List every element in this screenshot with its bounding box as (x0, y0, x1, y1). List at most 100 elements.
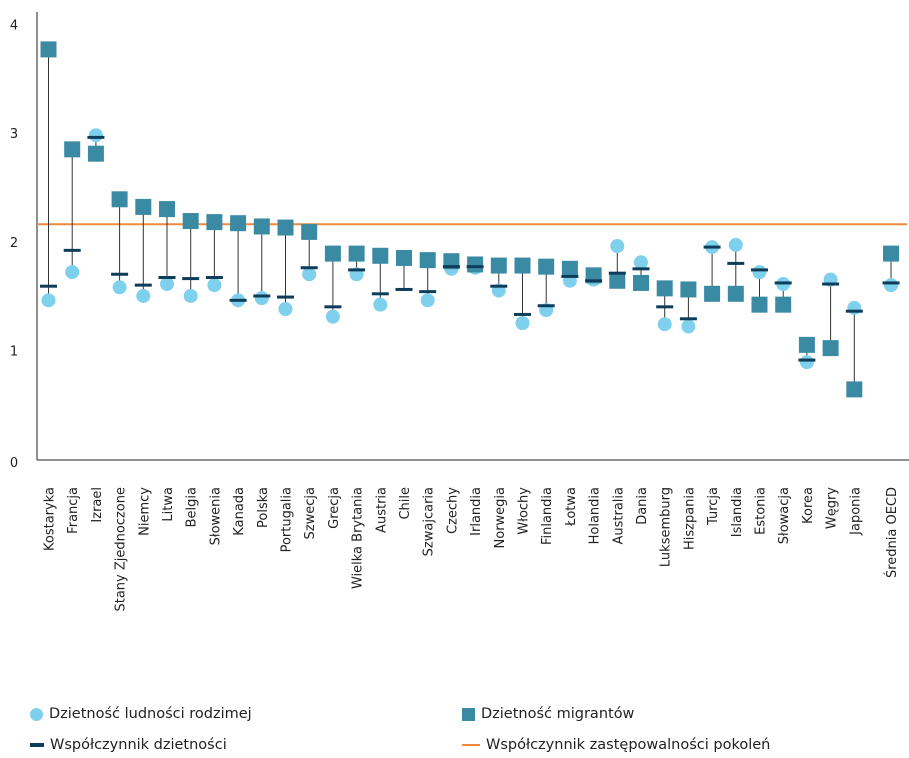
total-fertility-mark (608, 271, 626, 275)
x-tick-label: Polska (256, 487, 271, 528)
native-fertility-point (681, 319, 696, 334)
total-fertility-mark (111, 272, 129, 276)
total-fertility-mark (822, 282, 840, 286)
total-fertility-mark (798, 358, 816, 362)
y-tick-label: 4 (10, 19, 18, 34)
x-tick-label: Średnia OECD (884, 487, 900, 578)
total-fertility-mark (182, 277, 200, 281)
label-layer: 0 1 2 3 4 Kostaryka Francja Izrael Stany Zjednoc… (10, 19, 900, 612)
x-tick-label: Łotwa (564, 487, 579, 527)
legend-replacement: Współczynnik zastępowalności pokoleń (462, 737, 770, 753)
total-fertility-mark (774, 281, 792, 285)
total-fertility-mark (727, 261, 745, 265)
legend-replacement-label: Współczynnik zastępowalności pokoleń (486, 737, 771, 753)
total-fertility-mark (703, 245, 721, 249)
x-tick-label: Litwa (161, 487, 176, 522)
fertility-chart: 0 1 2 3 4 Kostaryka Francja Izrael Stany Zjednoc… (10, 12, 909, 612)
total-fertility-mark (348, 268, 366, 272)
total-fertility-mark (514, 312, 531, 316)
native-fertility-point (302, 267, 317, 282)
x-tick-label: Portugalia (280, 487, 295, 552)
native-fertility-point (112, 280, 127, 295)
legend-total-label: Współczynnik dzietności (50, 737, 227, 753)
migrant-fertility-point (419, 252, 436, 269)
native-fertility-point (373, 297, 388, 312)
migrant-fertility-point (253, 218, 270, 235)
migrant-fertility-point (301, 223, 318, 240)
total-fertility-mark (442, 265, 460, 269)
total-fertility-mark (63, 248, 81, 252)
x-tick-label: Belgia (185, 487, 200, 527)
native-fertility-point (847, 300, 862, 315)
x-tick-label: Wielka Brytania (351, 487, 366, 589)
migrant-fertility-point (206, 214, 223, 231)
native-fertility-point (136, 288, 151, 303)
x-tick-label: Japonia (848, 487, 863, 536)
migrant-fertility-point (656, 280, 673, 297)
native-fertility-point (420, 293, 435, 308)
x-tick-label: Węgry (825, 487, 840, 529)
migrant-fertility-point (775, 296, 792, 313)
total-fertility-mark (537, 304, 555, 308)
x-tick-label: Australia (611, 487, 626, 545)
migrant-fertility-point (727, 285, 744, 302)
x-tick-label: Grecja (327, 487, 342, 529)
x-tick-label: Estonia (754, 487, 769, 535)
total-fertility-mark (632, 267, 650, 271)
migrant-fertility-point (883, 245, 900, 262)
migrant-fertility-point (561, 260, 578, 277)
native-fertility-point (325, 309, 340, 324)
total-fertility-mark (656, 305, 674, 309)
x-tick-label: Holandia (588, 487, 603, 544)
x-tick-label: Włochy (517, 487, 532, 535)
y-tick-label: 0 (10, 456, 18, 471)
mark-layer (40, 41, 900, 398)
total-fertility-mark (561, 274, 579, 278)
x-tick-label: Korea (801, 487, 816, 524)
migrant-fertility-point (514, 257, 531, 274)
migrant-fertility-point (324, 245, 341, 262)
migrant-fertility-point (182, 213, 199, 230)
line-icon (462, 744, 480, 746)
native-fertility-point (799, 355, 814, 370)
native-fertility-point (610, 239, 625, 254)
total-fertility-mark (371, 292, 389, 296)
total-fertility-mark (87, 135, 105, 139)
total-fertility-mark (158, 276, 176, 280)
migrant-fertility-point (230, 215, 247, 232)
native-fertility-point (88, 128, 103, 143)
native-fertility-point (278, 302, 293, 317)
x-tick-label: Kanada (232, 487, 247, 536)
total-fertility-mark (882, 281, 900, 285)
native-fertility-point (752, 265, 767, 280)
x-tick-label: Słowacja (777, 487, 792, 544)
native-fertility-point (728, 237, 743, 252)
migrant-fertility-point (396, 249, 412, 266)
total-fertility-mark (395, 287, 413, 291)
migrant-fertility-point (467, 256, 484, 273)
y-tick-label: 3 (10, 127, 18, 142)
total-fertility-mark (229, 298, 247, 302)
total-fertility-mark (419, 290, 437, 294)
native-fertility-point (41, 293, 56, 308)
total-fertility-mark (324, 305, 342, 309)
migrant-fertility-point (798, 336, 815, 353)
migrant-fertility-point (538, 258, 555, 275)
axis-layer (36, 12, 909, 461)
x-tick-label: Izrael (90, 487, 105, 523)
total-fertility-mark (751, 268, 768, 272)
x-tick-label: Islandia (730, 487, 745, 537)
total-fertility-mark (134, 283, 152, 287)
x-tick-label: Finlandia (540, 487, 555, 545)
total-fertility-mark (585, 279, 603, 283)
x-tick-label: Hiszpania (682, 487, 697, 550)
migrant-fertility-point (87, 145, 104, 162)
y-tick-label: 2 (10, 236, 18, 251)
migrant-fertility-point (633, 274, 649, 291)
migrant-fertility-point (348, 245, 365, 262)
total-fertility-mark (845, 309, 863, 313)
native-fertility-point (65, 265, 80, 280)
x-tick-label: Stany Zjednoczone (114, 487, 129, 612)
native-fertility-point (207, 278, 222, 293)
legend-migrant: Dzietność migrantów (462, 706, 634, 722)
